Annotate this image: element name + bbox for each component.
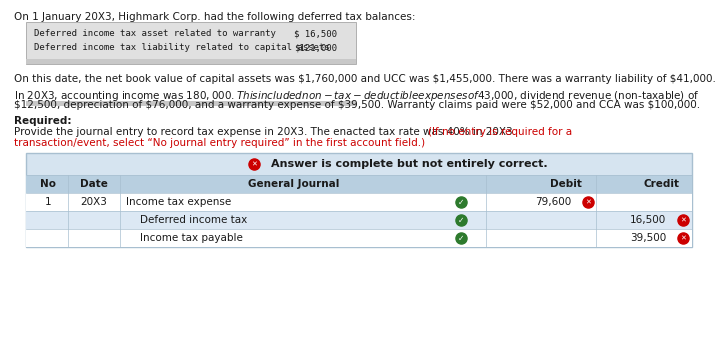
Text: $12,500, depreciation of $76,000, and a warranty expense of $39,500. Warranty cl: $12,500, depreciation of $76,000, and a … <box>14 100 700 110</box>
Text: $121,000: $121,000 <box>294 43 337 52</box>
Bar <box>26 175 692 193</box>
Text: Deferred income tax: Deferred income tax <box>140 215 247 225</box>
Text: In 20X3, accounting income was $180,000. This included non-tax-deductible expens: In 20X3, accounting income was $180,000.… <box>14 89 699 103</box>
Text: Deferred income tax asset related to warranty: Deferred income tax asset related to war… <box>34 29 276 38</box>
Bar <box>26 101 356 106</box>
Text: ✕: ✕ <box>680 217 686 223</box>
Text: On this date, the net book value of capital assets was $1,760,000 and UCC was $1: On this date, the net book value of capi… <box>14 74 716 84</box>
Text: ✕: ✕ <box>585 199 591 205</box>
Text: Deferred income tax liability related to capital assets: Deferred income tax liability related to… <box>34 43 330 52</box>
Text: Debit: Debit <box>550 179 582 189</box>
Text: Answer is complete but not entirely correct.: Answer is complete but not entirely corr… <box>271 159 548 169</box>
Text: transaction/event, select “No journal entry required” in the first account field: transaction/event, select “No journal en… <box>14 138 425 148</box>
Text: Income tax payable: Income tax payable <box>140 233 243 243</box>
Text: ✓: ✓ <box>458 198 464 207</box>
Bar <box>26 22 356 64</box>
Bar <box>26 59 356 64</box>
Text: 79,600: 79,600 <box>535 197 571 207</box>
Text: ✓: ✓ <box>458 216 464 225</box>
Text: ✕: ✕ <box>680 235 686 241</box>
Text: Required:: Required: <box>14 116 71 126</box>
Text: On 1 January 20X3, Highmark Corp. had the following deferred tax balances:: On 1 January 20X3, Highmark Corp. had th… <box>14 12 415 22</box>
Text: (If no entry is required for a: (If no entry is required for a <box>428 127 572 137</box>
Text: 16,500: 16,500 <box>630 215 666 225</box>
Bar <box>26 193 692 211</box>
Text: 20X3: 20X3 <box>81 197 107 207</box>
Text: ✕: ✕ <box>251 161 257 167</box>
Text: $ 16,500: $ 16,500 <box>294 29 337 38</box>
Text: General Journal: General Journal <box>248 179 339 189</box>
Text: ✓: ✓ <box>458 234 464 243</box>
Text: Provide the journal entry to record tax expense in 20X3. The enacted tax rate wa: Provide the journal entry to record tax … <box>14 127 519 137</box>
Text: No: No <box>40 179 56 189</box>
Text: 1: 1 <box>45 197 51 207</box>
Bar <box>26 229 692 247</box>
Text: Income tax expense: Income tax expense <box>126 197 231 207</box>
Bar <box>26 211 692 229</box>
Text: Credit: Credit <box>643 179 679 189</box>
Text: 39,500: 39,500 <box>630 233 666 243</box>
Text: Date: Date <box>80 179 108 189</box>
Bar <box>26 153 692 247</box>
